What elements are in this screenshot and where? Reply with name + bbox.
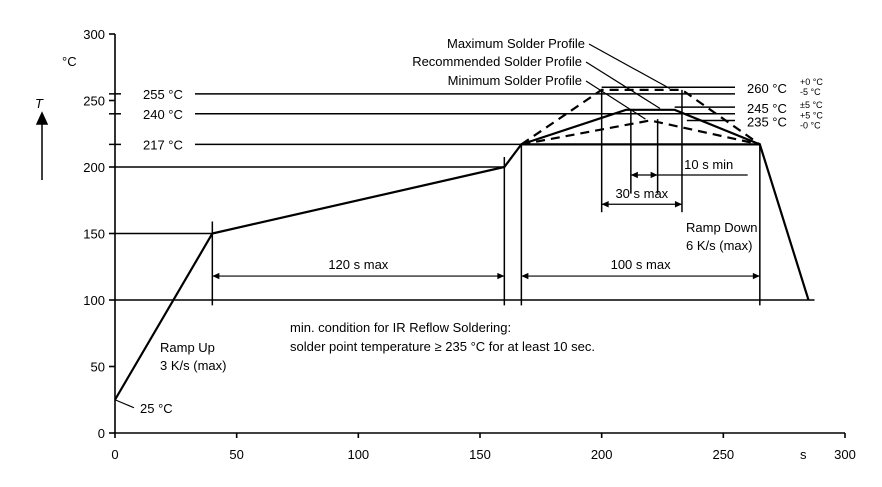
main-profile-line bbox=[114, 143, 810, 401]
axes bbox=[109, 33, 846, 438]
ramp-down-line1: Ramp Down bbox=[686, 220, 758, 235]
right-label-235-sup: +5 °C bbox=[800, 110, 823, 120]
right-label-260-sub: -5 °C bbox=[800, 87, 821, 97]
x-tick-label-300: 300 bbox=[834, 447, 856, 462]
x-tick-label-150: 150 bbox=[469, 447, 491, 462]
y-tick-label-300: 300 bbox=[83, 27, 105, 42]
dim-10-arrow-left bbox=[630, 171, 638, 179]
y-unit-label: °C bbox=[62, 54, 77, 69]
ref-label-240: 240 °C bbox=[143, 107, 183, 122]
legend-leader-0 bbox=[588, 43, 671, 90]
dim-120-arrow-left bbox=[212, 272, 220, 280]
ref-label-217: 217 °C bbox=[143, 137, 183, 152]
ramp-down-line2: 6 K/s (max) bbox=[686, 238, 752, 253]
right-label-260: 260 °C +0 °C-5 °C bbox=[747, 77, 823, 97]
right-label-235: 235 °C +5 °C-0 °C bbox=[747, 110, 823, 130]
legend-label-2: Minimum Solder Profile bbox=[448, 73, 582, 88]
x-tick-label-250: 250 bbox=[712, 447, 734, 462]
start-label: 25 °C bbox=[140, 401, 173, 416]
profile-lines bbox=[114, 88, 810, 401]
duration-arrows bbox=[211, 89, 761, 306]
y-axis-arrow bbox=[35, 111, 49, 180]
right-label-245: 245 °C ±5 °C bbox=[747, 100, 823, 116]
label-100s: 100 s max bbox=[611, 257, 671, 272]
dim-120-arrow-right bbox=[497, 272, 505, 280]
ramp-up-line1: Ramp Up bbox=[160, 340, 215, 355]
reference-lines bbox=[109, 86, 815, 301]
right-label-260-value: 260 °C bbox=[747, 81, 787, 96]
right-label-235-sub: -0 °C bbox=[800, 120, 821, 130]
x-axis-label: s bbox=[800, 447, 807, 462]
right-label-245-value: 245 °C bbox=[747, 101, 787, 116]
label-30s: 30 s max bbox=[615, 186, 668, 201]
x-tick-label-0: 0 bbox=[111, 447, 118, 462]
y-tick-label-200: 200 bbox=[83, 160, 105, 175]
label-10s: 10 s min bbox=[684, 157, 733, 172]
tick-labels: 0 50 100 150 200 250 300 0 50 100 150 200 250 300 bbox=[83, 27, 856, 462]
series-0-line bbox=[520, 88, 761, 146]
y-tick-label-0: 0 bbox=[98, 426, 105, 441]
legend-leader-1 bbox=[585, 61, 661, 109]
legend-label-0: Maximum Solder Profile bbox=[447, 36, 585, 51]
x-tick-label-200: 200 bbox=[591, 447, 613, 462]
dim-30-arrow-right bbox=[674, 201, 682, 208]
right-label-260-sup: +0 °C bbox=[800, 77, 823, 87]
x-tick-label-50: 50 bbox=[229, 447, 243, 462]
dim-100-arrow-left bbox=[521, 272, 529, 280]
y-tick-label-250: 250 bbox=[83, 94, 105, 109]
y-tick-label-150: 150 bbox=[83, 227, 105, 242]
condition-line1: min. condition for IR Reflow Soldering: bbox=[290, 320, 511, 335]
legend-label-1: Recommended Solder Profile bbox=[412, 54, 582, 69]
start-leader bbox=[114, 399, 135, 409]
annotation-labels: 255 °C 240 °C 217 °C 120 s max 100 s max 30 s… bbox=[114, 36, 823, 416]
label-120s: 120 s max bbox=[328, 257, 388, 272]
right-label-245-tol: ±5 °C bbox=[800, 100, 823, 110]
dim-100-arrow-right bbox=[752, 272, 760, 280]
y-axis-label: T bbox=[35, 96, 44, 111]
dim-30-arrow-left bbox=[601, 201, 609, 208]
x-tick-label-100: 100 bbox=[347, 447, 369, 462]
condition-line2: solder point temperature ≥ 235 °C for at… bbox=[290, 339, 595, 354]
ref-label-255: 255 °C bbox=[143, 87, 183, 102]
ramp-up-line2: 3 K/s (max) bbox=[160, 358, 226, 373]
dim-10-arrow-right bbox=[650, 171, 658, 179]
right-label-235-value: 235 °C bbox=[747, 114, 787, 129]
y-tick-label-50: 50 bbox=[91, 360, 105, 375]
y-tick-label-100: 100 bbox=[83, 293, 105, 308]
series-1-line bbox=[521, 108, 761, 146]
legend-leader-2 bbox=[585, 80, 646, 120]
